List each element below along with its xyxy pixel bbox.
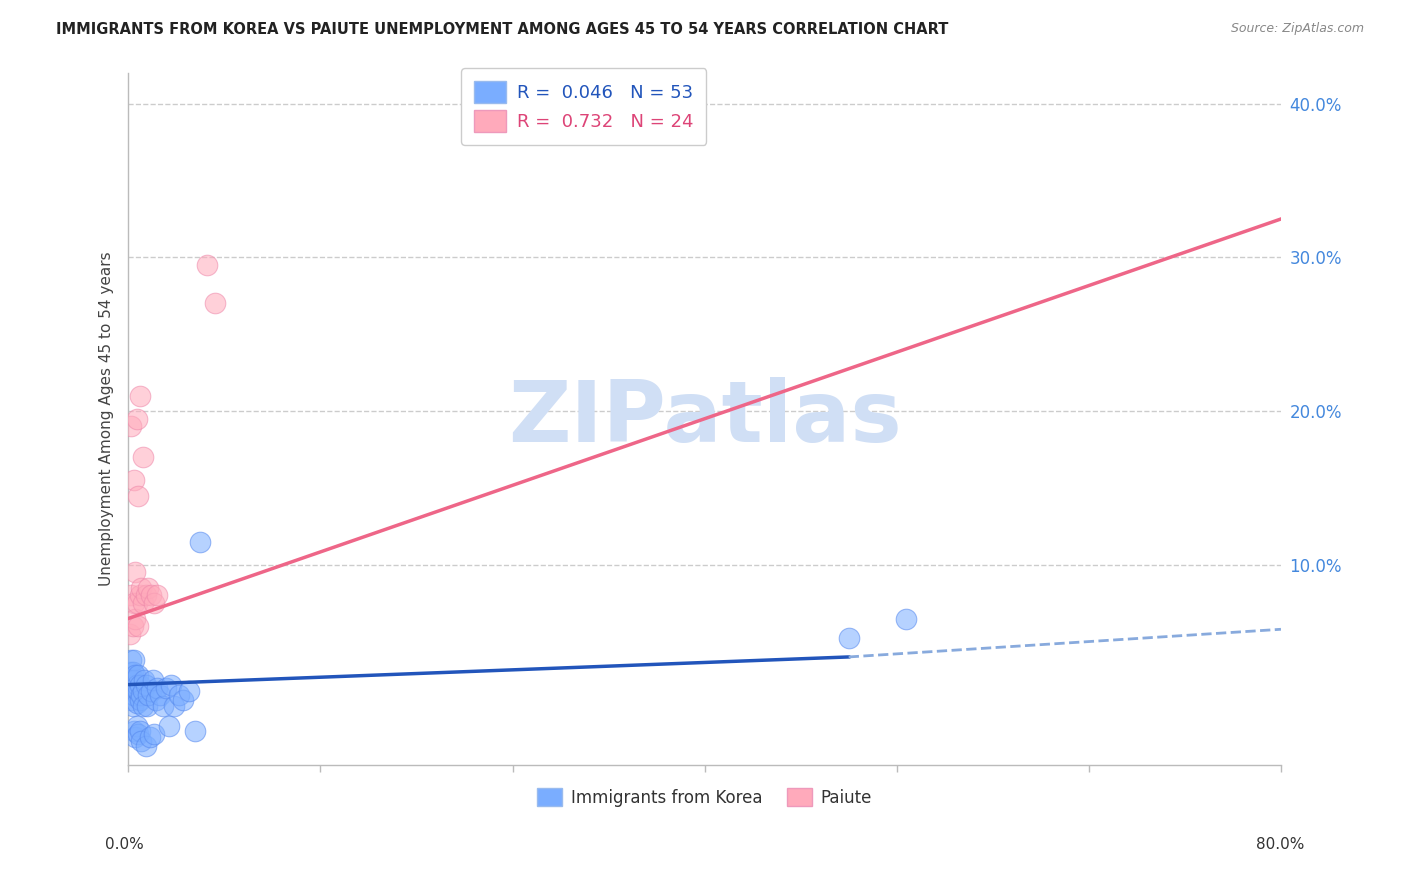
Point <box>135 589 157 603</box>
Point <box>204 296 226 310</box>
Point <box>118 683 141 698</box>
Point <box>138 581 160 595</box>
Point <box>127 668 149 682</box>
Point <box>127 683 149 698</box>
Point <box>135 677 157 691</box>
Point <box>141 589 163 603</box>
Point <box>177 683 200 698</box>
Text: IMMIGRANTS FROM KOREA VS PAIUTE UNEMPLOYMENT AMONG AGES 45 TO 54 YEARS CORRELATI: IMMIGRANTS FROM KOREA VS PAIUTE UNEMPLOY… <box>56 22 949 37</box>
Point <box>120 673 142 687</box>
Point <box>125 677 148 691</box>
Point <box>132 673 155 687</box>
Point <box>838 632 860 646</box>
Point <box>172 693 194 707</box>
Point <box>124 730 146 744</box>
Text: 0.0%: 0.0% <box>105 838 145 852</box>
Point <box>125 719 148 733</box>
Point <box>127 489 149 503</box>
Point <box>163 699 186 714</box>
Point <box>125 411 148 425</box>
Text: 80.0%: 80.0% <box>1257 838 1305 852</box>
Point <box>167 689 190 703</box>
Point <box>120 419 142 434</box>
Point <box>129 689 152 703</box>
Point <box>129 581 152 595</box>
Point <box>183 723 205 738</box>
Point <box>122 723 145 738</box>
Point <box>136 699 159 714</box>
Point <box>131 450 153 465</box>
Point <box>152 699 174 714</box>
Point <box>129 734 152 748</box>
Point <box>122 473 145 487</box>
Point <box>118 665 141 680</box>
Text: ZIPatlas: ZIPatlas <box>508 377 901 460</box>
Legend: Immigrants from Korea, Paiute: Immigrants from Korea, Paiute <box>529 780 880 815</box>
Point <box>121 689 143 703</box>
Point <box>157 719 180 733</box>
Point <box>141 683 163 698</box>
Point <box>146 681 169 695</box>
Point <box>146 589 169 603</box>
Point <box>128 693 150 707</box>
Y-axis label: Unemployment Among Ages 45 to 54 years: Unemployment Among Ages 45 to 54 years <box>100 252 114 586</box>
Point <box>120 653 142 667</box>
Point <box>120 693 142 707</box>
Point <box>128 723 150 738</box>
Point <box>155 681 177 695</box>
Point <box>896 611 918 625</box>
Point <box>149 689 172 703</box>
Point <box>125 596 148 610</box>
Point <box>188 534 211 549</box>
Point <box>127 727 149 741</box>
Point <box>127 619 149 633</box>
Point <box>128 677 150 691</box>
Point <box>135 739 157 753</box>
Point <box>128 589 150 603</box>
Point <box>131 699 153 714</box>
Point <box>128 389 150 403</box>
Point <box>145 693 167 707</box>
Point <box>122 596 145 610</box>
Point <box>138 689 160 703</box>
Point <box>121 699 143 714</box>
Point <box>143 727 166 741</box>
Point <box>143 596 166 610</box>
Point <box>122 673 145 687</box>
Point <box>139 730 162 744</box>
Point <box>142 673 165 687</box>
Point <box>121 665 143 680</box>
Point <box>197 258 219 272</box>
Point <box>124 566 146 580</box>
Point <box>131 683 153 698</box>
Point <box>121 677 143 691</box>
Text: Source: ZipAtlas.com: Source: ZipAtlas.com <box>1230 22 1364 36</box>
Point <box>160 677 183 691</box>
Point <box>125 696 148 710</box>
Point <box>118 627 141 641</box>
Point <box>124 681 146 695</box>
Point <box>121 619 143 633</box>
Point <box>120 589 142 603</box>
Point <box>124 611 146 625</box>
Point <box>122 689 145 703</box>
Point <box>131 596 153 610</box>
Point <box>122 653 145 667</box>
Point <box>124 668 146 682</box>
